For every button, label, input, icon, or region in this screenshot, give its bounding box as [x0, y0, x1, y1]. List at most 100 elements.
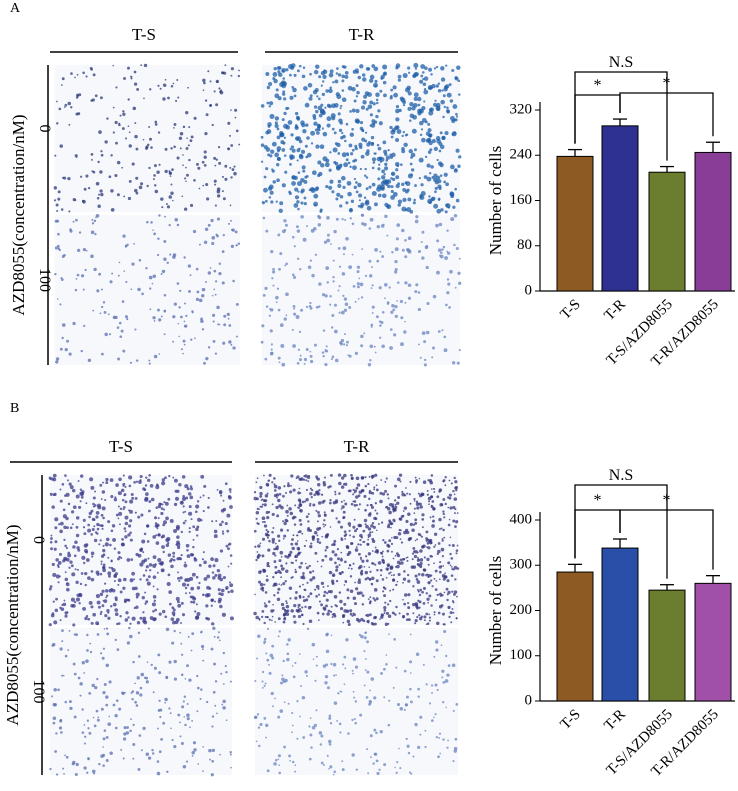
cell: [172, 558, 176, 562]
bar: [556, 571, 594, 702]
cell: [295, 591, 298, 594]
cell: [385, 611, 390, 615]
cell: [432, 487, 436, 490]
cell: [164, 215, 166, 218]
cell: [367, 67, 371, 71]
cell: [88, 600, 93, 605]
cell: [61, 336, 64, 340]
cell: [355, 181, 358, 184]
cell: [153, 354, 158, 359]
cell: [213, 529, 218, 534]
cell: [266, 85, 271, 90]
cell: [94, 490, 97, 493]
cell: [148, 563, 153, 567]
cell: [436, 270, 440, 275]
cell: [69, 560, 73, 564]
cell: [95, 709, 99, 713]
cell: [237, 74, 241, 78]
cell: [135, 176, 139, 180]
cell: [351, 718, 354, 722]
cell: [92, 769, 96, 774]
cell: [94, 94, 98, 98]
cell: [390, 185, 394, 189]
cell: [395, 175, 400, 180]
cell: [277, 754, 281, 758]
cell: [86, 719, 90, 722]
cell: [443, 172, 448, 177]
cell: [75, 218, 78, 222]
cell: [364, 658, 367, 660]
cell: [211, 748, 216, 752]
cell: [351, 148, 355, 152]
cell: [421, 526, 424, 529]
cell: [452, 568, 455, 571]
cell: [368, 475, 371, 478]
cell: [425, 612, 429, 616]
cell: [430, 495, 434, 499]
cell: [222, 575, 226, 580]
cell: [271, 277, 274, 280]
cell: [198, 243, 201, 246]
cell: [183, 563, 188, 568]
cell: [254, 593, 256, 596]
cell: [48, 587, 52, 591]
cell: [278, 208, 283, 213]
cell: [423, 76, 429, 81]
cell: [277, 233, 281, 237]
cell: [365, 187, 369, 191]
cell: [186, 137, 188, 140]
cell: [112, 131, 115, 134]
cell: [378, 320, 382, 323]
cell: [58, 726, 63, 730]
cell: [289, 147, 292, 151]
cell: [339, 599, 343, 604]
cell: [265, 510, 269, 514]
cell: [139, 693, 143, 697]
cell: [71, 488, 76, 493]
cell: [147, 557, 150, 560]
cell: [202, 551, 205, 554]
cell: [267, 534, 270, 537]
cell: [157, 709, 161, 712]
cell: [375, 98, 379, 102]
cell: [162, 83, 167, 87]
cell: [55, 732, 58, 735]
cell: [139, 562, 144, 567]
cell: [415, 578, 419, 581]
cell: [139, 548, 143, 553]
cell: [124, 535, 128, 539]
cell: [311, 642, 316, 647]
cell: [142, 574, 146, 577]
cell: [414, 219, 419, 224]
cell: [335, 565, 339, 569]
cell: [229, 166, 232, 169]
cell: [441, 669, 445, 673]
cell: [429, 148, 433, 152]
cell: [196, 686, 200, 690]
cell: [427, 198, 433, 204]
cell: [429, 554, 433, 558]
cell: [176, 79, 179, 81]
cell: [213, 156, 217, 160]
cell: [113, 574, 117, 579]
cell: [128, 509, 131, 512]
cell: [417, 111, 422, 116]
cell: [255, 481, 258, 484]
cell: [329, 473, 333, 477]
cell: [97, 716, 100, 719]
cell: [353, 613, 356, 617]
cell: [426, 163, 431, 168]
cell: [371, 491, 375, 495]
cell: [415, 652, 420, 656]
cell: [59, 144, 63, 148]
cell: [268, 196, 272, 199]
cell: [57, 190, 61, 194]
cell: [266, 561, 270, 565]
cell: [313, 69, 319, 75]
cell: [62, 767, 65, 770]
cell: [227, 547, 230, 551]
cell: [114, 596, 118, 600]
cell: [324, 294, 328, 298]
cell: [187, 635, 190, 638]
cell: [416, 616, 419, 619]
